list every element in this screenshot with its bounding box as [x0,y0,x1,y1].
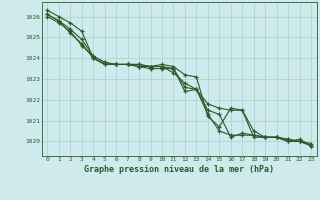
X-axis label: Graphe pression niveau de la mer (hPa): Graphe pression niveau de la mer (hPa) [84,165,274,174]
